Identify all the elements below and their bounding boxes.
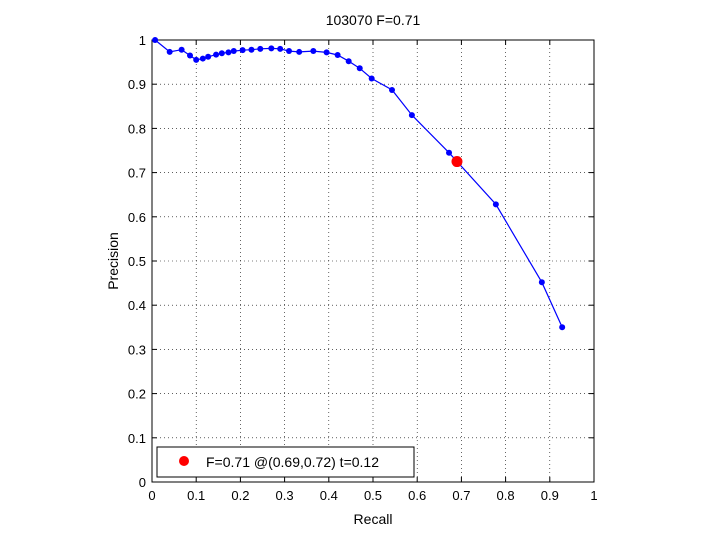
data-point bbox=[538, 279, 545, 286]
data-point bbox=[334, 52, 341, 59]
x-tick-label: 0 bbox=[148, 488, 155, 503]
data-point bbox=[268, 45, 275, 52]
data-point bbox=[389, 86, 396, 93]
y-tick-label: 1 bbox=[139, 33, 146, 48]
data-point bbox=[166, 48, 173, 55]
y-tick-label: 0.5 bbox=[128, 254, 146, 269]
data-point bbox=[296, 48, 303, 55]
series-layer bbox=[152, 37, 566, 331]
x-tick-label: 0.2 bbox=[231, 488, 249, 503]
data-point bbox=[408, 112, 415, 119]
data-point bbox=[559, 324, 566, 331]
data-point bbox=[230, 48, 237, 55]
x-tick-label: 0.4 bbox=[320, 488, 338, 503]
y-tick-labels: 0 0.1 0.2 0.3 0.4 0.5 0.6 0.7 0.8 0.9 1 bbox=[128, 33, 146, 490]
x-tick-label: 0.9 bbox=[541, 488, 559, 503]
legend-label: F=0.71 @(0.69,0.72) t=0.12 bbox=[206, 454, 379, 470]
grid bbox=[152, 40, 594, 482]
y-tick-label: 0 bbox=[139, 475, 146, 490]
y-tick-label: 0.9 bbox=[128, 77, 146, 92]
data-point bbox=[187, 52, 194, 59]
x-tick-label: 0.6 bbox=[408, 488, 426, 503]
data-point bbox=[356, 65, 363, 72]
chart-title: 103070 F=0.71 bbox=[326, 12, 421, 28]
axis-ticks bbox=[151, 39, 595, 483]
data-point bbox=[213, 51, 220, 58]
data-point bbox=[286, 48, 293, 55]
y-tick-label: 0.3 bbox=[128, 342, 146, 357]
x-tick-label: 0.3 bbox=[276, 488, 294, 503]
x-tick-label: 0.5 bbox=[364, 488, 382, 503]
data-point bbox=[218, 50, 225, 57]
x-tick-label: 0.8 bbox=[497, 488, 515, 503]
data-point bbox=[239, 47, 246, 54]
x-tick-labels: 0 0.1 0.2 0.3 0.4 0.5 0.6 0.7 0.8 0.9 1 bbox=[148, 488, 597, 503]
data-point bbox=[310, 48, 317, 55]
y-tick-label: 0.1 bbox=[128, 431, 146, 446]
data-point bbox=[193, 56, 200, 63]
data-point bbox=[257, 45, 264, 52]
data-point bbox=[446, 149, 453, 156]
data-point bbox=[225, 49, 232, 56]
x-tick-label: 1 bbox=[590, 488, 597, 503]
data-point bbox=[205, 53, 212, 60]
x-tick-label: 0.7 bbox=[452, 488, 470, 503]
data-point bbox=[152, 37, 159, 43]
y-axis-label: Precision bbox=[105, 232, 121, 290]
data-point bbox=[178, 46, 185, 53]
data-point bbox=[248, 46, 255, 53]
data-point bbox=[277, 45, 284, 52]
data-point bbox=[323, 49, 330, 56]
data-point bbox=[368, 75, 375, 82]
data-point bbox=[492, 201, 499, 208]
best-f-point bbox=[451, 156, 463, 168]
data-point bbox=[345, 58, 352, 65]
legend-box bbox=[156, 446, 415, 478]
x-axis-label: Recall bbox=[354, 511, 393, 527]
y-tick-label: 0.7 bbox=[128, 166, 146, 181]
y-tick-label: 0.8 bbox=[128, 121, 146, 136]
y-tick-label: 0.4 bbox=[128, 298, 146, 313]
data-point bbox=[199, 55, 206, 62]
y-tick-label: 0.6 bbox=[128, 210, 146, 225]
y-tick-label: 0.2 bbox=[128, 387, 146, 402]
x-tick-label: 0.1 bbox=[187, 488, 205, 503]
legend-marker bbox=[179, 456, 189, 466]
legend: F=0.71 @(0.69,0.72) t=0.12 bbox=[156, 446, 415, 478]
